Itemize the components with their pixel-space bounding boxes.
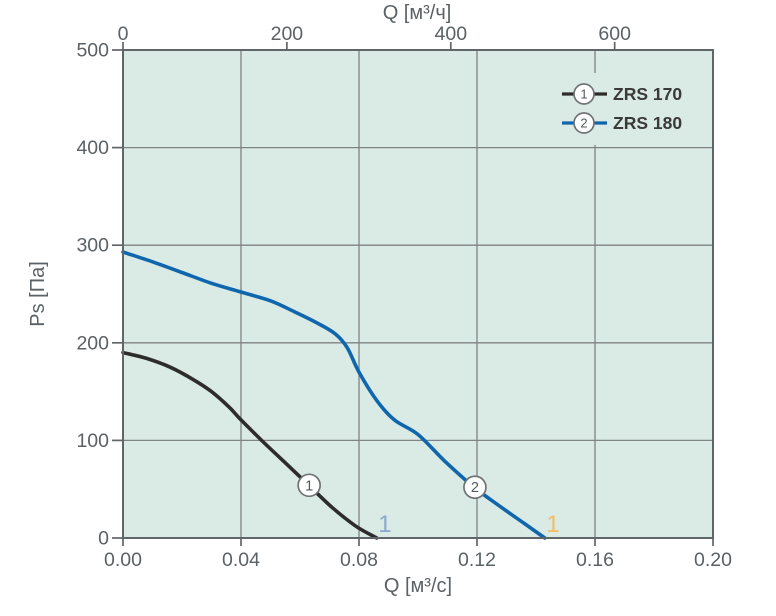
legend-label-1: ZRS 170	[613, 84, 682, 104]
top-tick-label: 400	[435, 23, 468, 45]
top-tick-label: 0	[118, 23, 129, 45]
curve-marker-number: 1	[305, 478, 313, 494]
left-tick-label: 200	[76, 332, 109, 354]
top-axis-title: Q [м³/ч]	[383, 2, 452, 24]
top-tick-label: 200	[271, 23, 304, 45]
legend-marker-number-1: 1	[580, 87, 587, 102]
legend-marker-number-2: 2	[580, 116, 587, 131]
curve-marker-number: 2	[471, 480, 479, 496]
legend-item-zrs-180: 2 ZRS 180	[562, 112, 682, 134]
bottom-axis-title: Q [м³/с]	[384, 575, 452, 597]
left-tick-label: 100	[76, 430, 109, 452]
left-tick-label: 400	[76, 137, 109, 159]
speed-annotation: 1	[546, 511, 559, 538]
axis-ticks	[112, 42, 714, 546]
legend-item-zrs-170: 1 ZRS 170	[562, 83, 682, 105]
curve-zrs-170	[121, 350, 379, 540]
tick-labels: 0.00 0.04 0.08 0.12 0.16 0.20 0 100 200 300 400 500…	[76, 23, 732, 571]
legend-background	[550, 73, 710, 145]
left-tick-label: 500	[76, 40, 109, 62]
left-tick-label: 300	[76, 235, 109, 257]
legend-label-2: ZRS 180	[613, 113, 682, 133]
bottom-tick-label: 0.08	[340, 549, 378, 571]
legend-marker-2-icon	[573, 112, 595, 134]
curve-marker-icon	[463, 475, 487, 500]
bottom-tick-label: 0.00	[104, 549, 142, 571]
bottom-tick-label: 0.12	[458, 549, 496, 571]
bottom-tick-label: 0.20	[694, 549, 732, 571]
curve-marker-icon	[297, 473, 321, 498]
legend-marker-1-icon	[573, 83, 595, 105]
top-tick-label: 600	[598, 23, 631, 45]
bottom-tick-label: 0.16	[576, 549, 614, 571]
h-gridlines	[123, 146, 713, 442]
legend: 1 ZRS 170 2 ZRS 180	[550, 73, 710, 145]
left-tick-label: 0	[98, 528, 109, 550]
bottom-tick-label: 0.04	[222, 549, 260, 571]
speed-annotation: 1	[378, 511, 391, 538]
y-axis-title: Ps [Па]	[27, 261, 49, 327]
plot-frame	[122, 49, 714, 539]
